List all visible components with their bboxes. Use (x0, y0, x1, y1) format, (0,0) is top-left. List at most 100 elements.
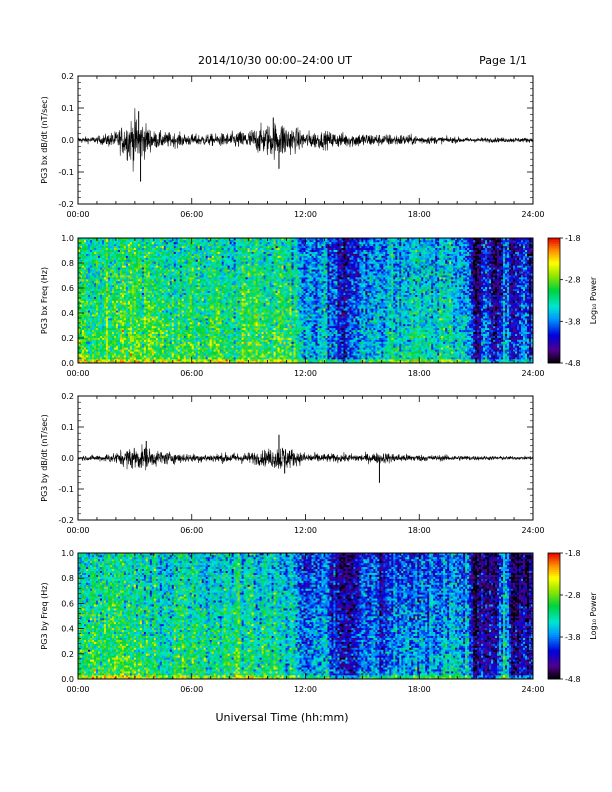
heatmap-cell (94, 324, 96, 326)
heatmap-cell (116, 295, 118, 297)
heatmap-cell (168, 336, 170, 338)
heatmap-cell (92, 246, 94, 248)
heatmap-cell (202, 359, 204, 361)
heatmap-cell (98, 357, 100, 359)
heatmap-cell (154, 263, 156, 265)
heatmap-cell (162, 330, 164, 332)
heatmap-cell (86, 240, 88, 242)
heatmap-cell (222, 314, 224, 316)
heatmap-cell (198, 330, 200, 332)
heatmap-cell (182, 345, 184, 347)
heatmap-cell (102, 334, 104, 336)
heatmap-cell (208, 259, 210, 261)
heatmap-cell (142, 295, 144, 297)
heatmap-cell (140, 345, 142, 347)
heatmap-cell (90, 250, 92, 252)
heatmap-cell (152, 302, 154, 304)
heatmap-cell (198, 340, 200, 342)
heatmap-cell (110, 349, 112, 351)
heatmap-cell (98, 320, 100, 322)
heatmap-cell (160, 271, 162, 273)
heatmap-cell (106, 252, 108, 254)
heatmap-cell (156, 357, 158, 359)
heatmap-cell (94, 271, 96, 273)
heatmap-cell (162, 318, 164, 320)
heatmap-cell (188, 299, 190, 301)
heatmap-cell (230, 328, 232, 330)
heatmap-cell (204, 359, 206, 361)
heatmap-cell (82, 258, 84, 260)
heatmap-cell (218, 287, 220, 289)
heatmap-cell (108, 248, 110, 250)
heatmap-cell (100, 248, 102, 250)
heatmap-cell (154, 256, 156, 258)
heatmap-cell (170, 316, 172, 318)
heatmap-cell (90, 256, 92, 258)
heatmap-cell (200, 283, 202, 285)
heatmap-cell (180, 242, 182, 244)
heatmap-cell (96, 316, 98, 318)
heatmap-cell (116, 301, 118, 303)
heatmap-cell (208, 316, 210, 318)
heatmap-cell (198, 349, 200, 351)
heatmap-cell (154, 261, 156, 263)
heatmap-cell (226, 246, 228, 248)
heatmap-cell (80, 330, 82, 332)
heatmap-cell (126, 248, 128, 250)
heatmap-cell (178, 258, 180, 260)
heatmap-cell (218, 297, 220, 299)
heatmap-cell (226, 316, 228, 318)
heatmap-cell (190, 287, 192, 289)
heatmap-cell (172, 342, 174, 344)
heatmap-cell (80, 334, 82, 336)
heatmap-cell (178, 246, 180, 248)
heatmap-cell (144, 357, 146, 359)
heatmap-cell (102, 273, 104, 275)
heatmap-cell (140, 359, 142, 361)
heatmap-cell (204, 265, 206, 267)
heatmap-cell (182, 314, 184, 316)
heatmap-cell (114, 334, 116, 336)
heatmap-cell (174, 258, 176, 260)
heatmap-cell (90, 353, 92, 355)
heatmap-cell (196, 299, 198, 301)
heatmap-cell (144, 254, 146, 256)
heatmap-cell (230, 343, 232, 345)
heatmap-cell (182, 271, 184, 273)
heatmap-cell (216, 301, 218, 303)
heatmap-cell (188, 252, 190, 254)
heatmap-cell (162, 349, 164, 351)
heatmap-cell (104, 349, 106, 351)
heatmap-cell (162, 320, 164, 322)
heatmap-cell (122, 355, 124, 357)
heatmap-cell (108, 336, 110, 338)
heatmap-cell (222, 258, 224, 260)
heatmap-cell (176, 318, 178, 320)
heatmap-cell (150, 353, 152, 355)
heatmap-cell (224, 279, 226, 281)
heatmap-cell (228, 345, 230, 347)
heatmap-cell (178, 343, 180, 345)
heatmap-cell (146, 291, 148, 293)
heatmap-cell (146, 304, 148, 306)
heatmap-cell (136, 314, 138, 316)
heatmap-cell (132, 267, 134, 269)
heatmap-cell (204, 283, 206, 285)
heatmap-cell (180, 269, 182, 271)
heatmap-cell (138, 320, 140, 322)
heatmap-cell (124, 293, 126, 295)
heatmap-cell (192, 312, 194, 314)
heatmap-cell (158, 345, 160, 347)
heatmap-cell (142, 320, 144, 322)
heatmap-cell (132, 332, 134, 334)
heatmap-cell (90, 310, 92, 312)
heatmap-cell (88, 310, 90, 312)
heatmap-cell (132, 285, 134, 287)
heatmap-cell (178, 289, 180, 291)
heatmap-cell (148, 353, 150, 355)
heatmap-cell (114, 254, 116, 256)
heatmap-cell (104, 351, 106, 353)
heatmap-cell (158, 291, 160, 293)
heatmap-cell (198, 353, 200, 355)
heatmap-cell (112, 295, 114, 297)
